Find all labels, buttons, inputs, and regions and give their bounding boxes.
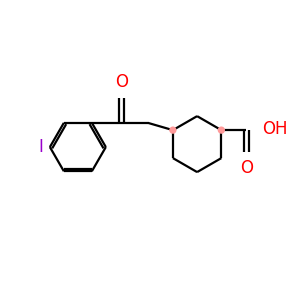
Text: I: I [38, 138, 43, 156]
Text: OH: OH [262, 120, 288, 138]
Text: O: O [115, 73, 128, 91]
Circle shape [218, 127, 224, 133]
Circle shape [170, 127, 176, 133]
Text: O: O [240, 159, 253, 177]
